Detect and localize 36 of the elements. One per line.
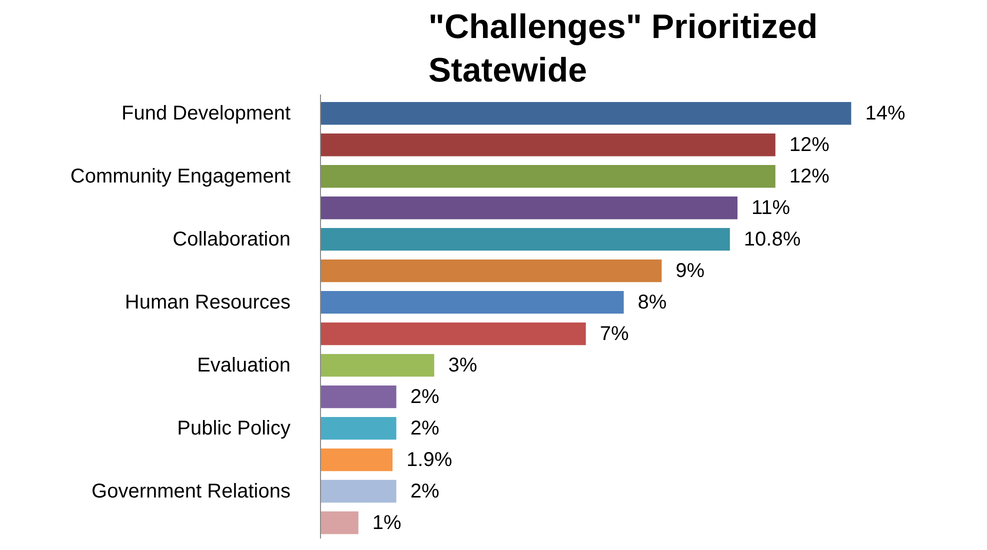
y-tick-label: Government Relations <box>92 480 290 502</box>
data-label: 12% <box>789 165 830 188</box>
y-tick-label: Collaboration <box>172 228 291 250</box>
y-tick-label: Community Engagement <box>70 165 291 188</box>
bar <box>320 196 738 220</box>
bar <box>320 260 662 282</box>
bar <box>320 448 393 472</box>
data-label: 2% <box>410 386 440 408</box>
bar <box>320 290 624 314</box>
data-label: 2% <box>410 417 440 440</box>
bar <box>320 165 776 188</box>
bar <box>320 102 852 125</box>
y-tick-label: Evaluation <box>197 354 291 376</box>
data-label: 14% <box>865 102 906 124</box>
bar <box>320 416 396 440</box>
bar <box>320 134 776 156</box>
data-label: 12% <box>789 134 830 156</box>
data-label: 3% <box>448 354 478 376</box>
data-label: 1% <box>372 512 402 534</box>
bar <box>320 322 586 346</box>
bar <box>320 354 434 377</box>
data-label: 11% <box>751 196 790 219</box>
bar <box>320 228 730 251</box>
data-label: 7% <box>600 322 629 345</box>
chart-title: "Challenges" Prioritized Statewide <box>428 8 818 90</box>
data-label: 2% <box>410 480 440 502</box>
bar <box>320 480 396 503</box>
y-tick-label: Public Policy <box>177 417 291 440</box>
y-tick-label: Fund Development <box>122 102 291 124</box>
data-label: 1.9% <box>406 448 452 471</box>
data-label: 10.8% <box>744 228 801 250</box>
data-label: 8% <box>638 291 667 314</box>
data-label: 9% <box>676 260 705 282</box>
bar <box>320 511 358 534</box>
y-tick-label: Human Resources <box>124 291 290 314</box>
bar <box>320 385 396 408</box>
